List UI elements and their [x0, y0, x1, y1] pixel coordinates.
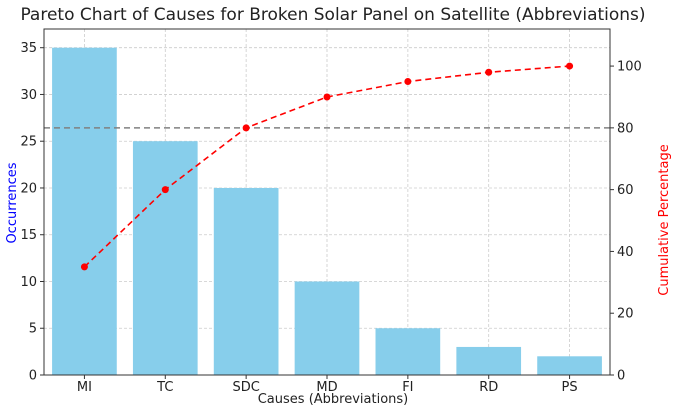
x-tick-label: TC [156, 380, 173, 395]
cumulative-point-md [323, 93, 331, 101]
bar-series [52, 47, 602, 376]
left-tick-label: 5 [29, 322, 37, 337]
x-tick-label: FI [402, 380, 413, 395]
x-tick-label: MI [77, 380, 92, 395]
cumulative-point-sdc [242, 124, 250, 132]
left-tick-label: 20 [20, 181, 37, 196]
x-axis-label: Causes (Abbreviations) [258, 392, 409, 407]
right-tick-label: 100 [617, 60, 642, 75]
bar-rd [456, 346, 522, 375]
bar-mi [52, 47, 117, 376]
x-axis-ticks: MI TC SDC MD FI RD PS [77, 375, 578, 395]
x-tick-label: SDC [232, 380, 259, 395]
cumulative-point-rd [485, 68, 493, 76]
right-tick-label: 40 [617, 245, 634, 260]
bar-ps [537, 356, 602, 375]
x-tick-label: PS [562, 380, 578, 395]
right-tick-label: 60 [617, 183, 634, 198]
cumulative-point-ps [566, 62, 574, 70]
chart-title: Pareto Chart of Causes for Broken Solar … [20, 5, 645, 25]
left-tick-label: 15 [20, 228, 37, 243]
cumulative-point-mi [80, 263, 88, 271]
bar-sdc [213, 187, 279, 375]
cumulative-point-tc [161, 186, 169, 194]
x-tick-label: RD [479, 380, 498, 395]
x-tick-label: MD [316, 380, 337, 395]
bar-md [294, 281, 360, 375]
left-axis-ticks: 0 5 10 15 20 25 30 35 [20, 41, 44, 384]
y-axis-label: Occurrences [5, 162, 20, 243]
left-tick-label: 35 [20, 41, 37, 56]
left-tick-label: 25 [20, 135, 37, 150]
right-tick-label: 80 [617, 121, 634, 136]
left-tick-label: 30 [20, 88, 37, 103]
y2-axis-label: Cumulative Percentage [657, 144, 672, 295]
cumulative-point-fi [404, 78, 412, 86]
bar-fi [375, 328, 441, 375]
cumulative-line-series [80, 62, 574, 271]
bar-tc [132, 141, 198, 375]
right-tick-label: 20 [617, 307, 634, 322]
left-tick-label: 0 [29, 369, 37, 384]
right-tick-label: 0 [617, 369, 625, 384]
left-tick-label: 10 [20, 275, 37, 290]
right-axis-ticks: 0 20 40 60 80 100 [610, 60, 642, 384]
